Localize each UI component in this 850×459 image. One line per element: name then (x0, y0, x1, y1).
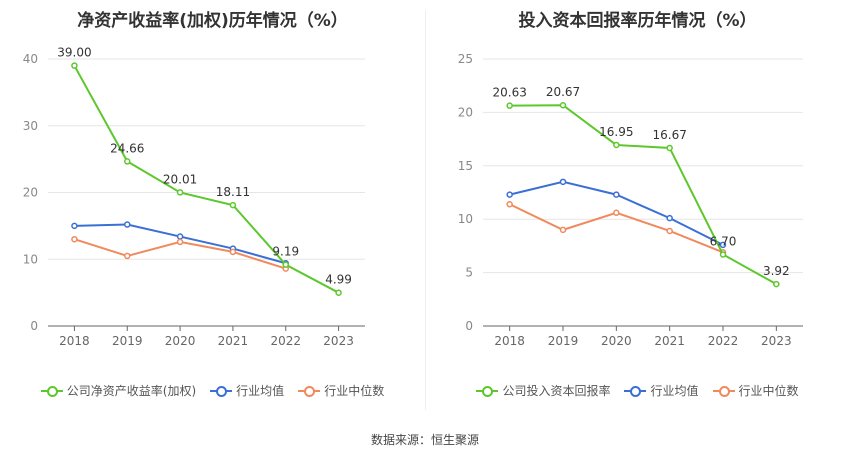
data-point (124, 221, 131, 228)
data-point (71, 62, 78, 69)
data-point (71, 222, 78, 230)
series-line (509, 104, 777, 286)
data-point (613, 141, 620, 149)
data-label: 16.67 (652, 128, 686, 142)
legend-label: 行业中位数 (738, 384, 799, 398)
x-tick-label: 2020 (601, 334, 632, 348)
roic-chart-panel: 投入资本回报率历年情况（%） 0 5 10 15 20 25 2018 2019 2020 202… (425, 0, 850, 420)
data-point (124, 252, 131, 260)
data-point (335, 289, 342, 296)
x-tick-label: 2021 (654, 334, 685, 348)
chart-title: 投入资本回报率历年情况（%） (518, 11, 757, 31)
y-tick-label: 20 (458, 105, 473, 119)
y-tick-label: 5 (465, 266, 473, 280)
data-point (559, 101, 567, 109)
legend-marker-icon (712, 385, 735, 397)
data-point (559, 226, 567, 234)
data-point (176, 233, 184, 240)
chart-title: 净资产收益率(加权)历年情况（%） (77, 11, 348, 31)
legend-marker-icon (298, 385, 321, 397)
data-point (666, 214, 673, 222)
data-point (229, 201, 237, 209)
y-tick-label: 20 (23, 186, 38, 200)
data-point (613, 209, 620, 217)
legend-label: 公司投入资本回报率 (502, 384, 611, 398)
data-point (282, 261, 289, 268)
data-point (666, 227, 673, 235)
legend-item[interactable]: 行业均值 (210, 382, 284, 399)
data-label: 39.00 (57, 46, 91, 60)
data-point (506, 191, 513, 198)
x-tick-label: 2019 (548, 334, 579, 348)
data-label: 6.70 (710, 234, 737, 248)
data-point (71, 235, 78, 243)
data-label: 20.01 (163, 172, 197, 186)
legend-label: 行业中位数 (324, 384, 385, 398)
data-label: 4.99 (325, 273, 352, 287)
x-tick-label: 2022 (708, 334, 739, 348)
data-label: 24.66 (110, 141, 144, 155)
data-point (229, 248, 237, 256)
legend-item[interactable]: 行业中位数 (298, 382, 384, 399)
data-point (176, 189, 184, 196)
data-point (559, 178, 567, 186)
y-tick-label: 0 (30, 319, 38, 333)
data-point (719, 251, 727, 258)
legend-item[interactable]: 公司投入资本回报率 (476, 382, 610, 399)
roic-plot: 0 5 10 15 20 25 2018 2019 2020 2021 2022 2023 20.63 2… (458, 52, 803, 348)
x-tick-label: 2021 (218, 334, 249, 348)
data-point (124, 158, 131, 165)
legend-item[interactable]: 行业均值 (624, 382, 699, 399)
data-point (719, 241, 727, 249)
roe-plot: 0 10 20 30 40 2018 2019 2020 2021 2022 2023 39.00 24… (23, 46, 365, 348)
y-tick-label: 40 (23, 52, 38, 66)
data-source: 数据来源：恒生聚源 (370, 433, 479, 447)
legend-marker-icon (40, 385, 63, 397)
data-label: 9.19 (272, 245, 299, 259)
y-tick-label: 10 (458, 212, 473, 226)
legend-marker-icon (210, 385, 233, 397)
legend-item[interactable]: 公司净资产收益率(加权) (40, 382, 197, 399)
data-point (176, 238, 184, 246)
data-point (506, 200, 513, 208)
y-tick-label: 10 (23, 252, 38, 266)
x-tick-label: 2023 (761, 334, 792, 348)
legend-item[interactable]: 行业中位数 (712, 382, 799, 399)
panel-divider (425, 10, 426, 410)
data-label: 20.67 (546, 85, 580, 99)
legend-marker-icon (624, 385, 647, 397)
legend-marker-icon (476, 385, 499, 397)
x-tick-label: 2022 (270, 334, 301, 348)
legend-label: 行业均值 (650, 384, 699, 398)
y-tick-label: 25 (458, 52, 473, 66)
data-label: 3.92 (763, 264, 790, 278)
x-tick-label: 2023 (323, 334, 354, 348)
legend: 公司投入资本回报率 行业均值 行业中位数 (425, 382, 850, 399)
x-tick-label: 2020 (165, 334, 196, 348)
data-label: 18.11 (216, 185, 250, 199)
legend: 公司净资产收益率(加权) 行业均值 行业中位数 (0, 382, 425, 399)
legend-label: 公司净资产收益率(加权) (66, 384, 197, 398)
y-tick-label: 15 (458, 159, 473, 173)
legend-label: 行业均值 (236, 384, 285, 398)
x-tick-label: 2019 (112, 334, 143, 348)
series-line (73, 65, 340, 294)
data-point (506, 102, 513, 109)
data-point (613, 191, 620, 198)
y-tick-label: 0 (465, 319, 473, 333)
data-point (666, 144, 673, 152)
data-point (773, 280, 780, 288)
x-tick-label: 2018 (59, 334, 90, 348)
y-tick-label: 30 (23, 119, 38, 133)
roe-chart-panel: 净资产收益率(加权)历年情况（%） 0 10 20 30 40 2018 2019 2020 2… (0, 0, 425, 420)
data-label: 20.63 (492, 86, 526, 100)
x-tick-label: 2018 (494, 334, 525, 348)
data-label: 16.95 (599, 125, 633, 139)
